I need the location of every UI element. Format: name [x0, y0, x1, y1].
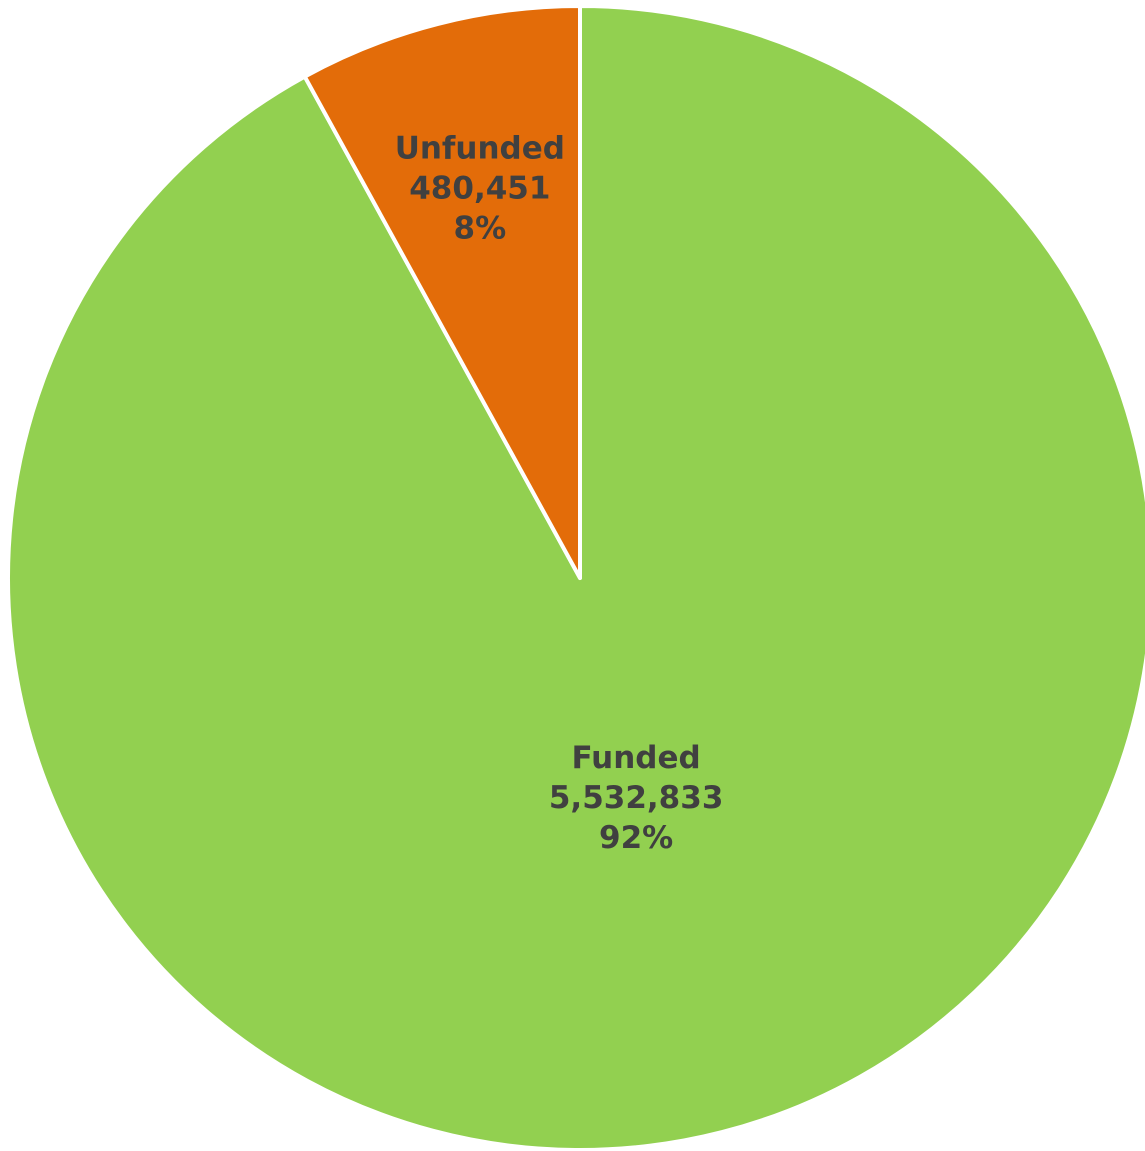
- slice-label-funded-percent: 92%: [599, 820, 673, 856]
- slice-label-funded-value: 5,532,833: [549, 780, 724, 816]
- slice-label-unfunded-name: Unfunded: [395, 130, 565, 166]
- slice-label-unfunded-value: 480,451: [409, 170, 550, 206]
- pie-slice-unfunded: [302, 4, 582, 580]
- pie-labels: Funded 5,532,833 92% Unfunded 480,451 8%: [395, 130, 724, 855]
- slice-label-unfunded-percent: 8%: [454, 210, 507, 246]
- slice-label-funded-name: Funded: [572, 740, 701, 776]
- pie-slice-funded: [6, 4, 1145, 1151]
- pie-slices: [6, 4, 1145, 1151]
